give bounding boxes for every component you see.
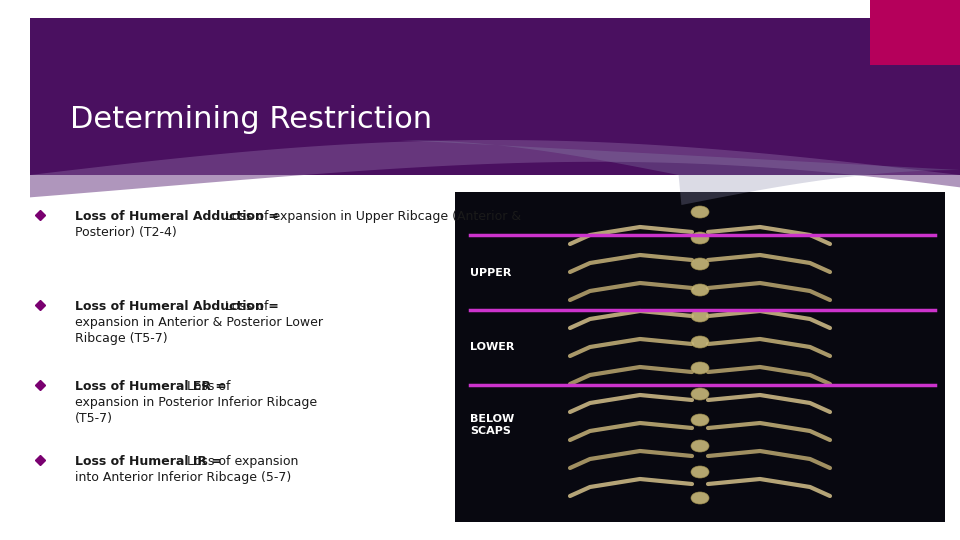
- Text: Loss of Humeral Abduction =: Loss of Humeral Abduction =: [75, 300, 278, 313]
- FancyBboxPatch shape: [30, 18, 930, 175]
- Text: Loss of: Loss of: [183, 380, 230, 393]
- Text: LOWER: LOWER: [470, 342, 515, 353]
- Text: expansion in Posterior Inferior Ribcage: expansion in Posterior Inferior Ribcage: [75, 396, 317, 409]
- Text: Posterior) (T2-4): Posterior) (T2-4): [75, 226, 177, 239]
- Text: UPPER: UPPER: [470, 267, 512, 278]
- Ellipse shape: [691, 336, 709, 348]
- FancyBboxPatch shape: [870, 0, 960, 65]
- Ellipse shape: [691, 206, 709, 218]
- Text: Loss of Humeral Adduction =: Loss of Humeral Adduction =: [75, 210, 278, 223]
- Ellipse shape: [691, 492, 709, 504]
- Ellipse shape: [691, 258, 709, 270]
- Text: BELOW
SCAPS: BELOW SCAPS: [470, 414, 515, 436]
- Ellipse shape: [691, 362, 709, 374]
- Polygon shape: [30, 140, 960, 197]
- Text: Loss of: Loss of: [221, 300, 268, 313]
- Ellipse shape: [691, 414, 709, 426]
- Polygon shape: [400, 140, 960, 205]
- Ellipse shape: [691, 388, 709, 400]
- Ellipse shape: [691, 310, 709, 322]
- Text: Ribcage (T5-7): Ribcage (T5-7): [75, 332, 168, 345]
- Text: Loss of expansion: Loss of expansion: [183, 455, 299, 468]
- Ellipse shape: [691, 232, 709, 244]
- Polygon shape: [30, 18, 960, 175]
- Text: expansion in Anterior & Posterior Lower: expansion in Anterior & Posterior Lower: [75, 316, 323, 329]
- Ellipse shape: [691, 440, 709, 452]
- Polygon shape: [30, 18, 960, 175]
- Ellipse shape: [691, 466, 709, 478]
- Text: Determining Restriction: Determining Restriction: [70, 105, 432, 134]
- FancyBboxPatch shape: [455, 192, 945, 522]
- Text: Loss of expansion in Upper Ribcage (Anterior &: Loss of expansion in Upper Ribcage (Ante…: [221, 210, 521, 223]
- Text: Loss of Humeral IR =: Loss of Humeral IR =: [75, 455, 222, 468]
- Ellipse shape: [691, 284, 709, 296]
- Text: Loss of Humeral ER =: Loss of Humeral ER =: [75, 380, 226, 393]
- Text: into Anterior Inferior Ribcage (5-7): into Anterior Inferior Ribcage (5-7): [75, 471, 291, 484]
- Text: (T5-7): (T5-7): [75, 412, 113, 425]
